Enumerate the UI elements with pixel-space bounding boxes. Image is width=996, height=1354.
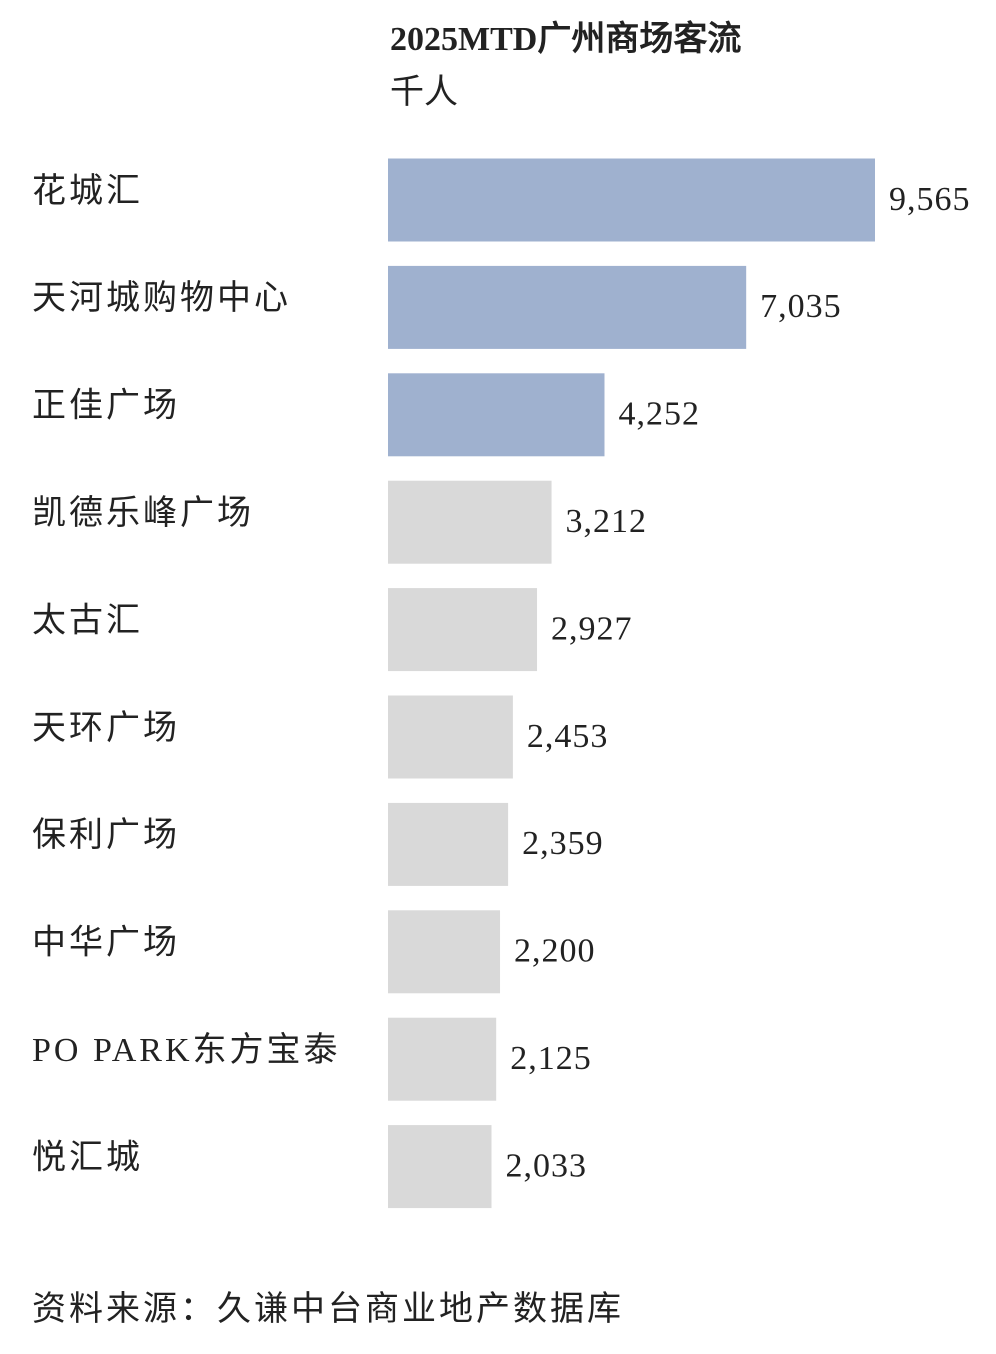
category-label: 保利广场 (32, 816, 180, 854)
value-label: 9,565 (889, 181, 971, 218)
bar (388, 265, 747, 349)
bar (388, 158, 875, 242)
source-note: 资料来源：久谦中台商业地产数据库 (32, 1290, 624, 1328)
category-label: 凯德乐峰广场 (32, 494, 254, 532)
bar (388, 373, 605, 457)
category-label: 悦汇城 (32, 1138, 143, 1176)
bar (388, 802, 509, 886)
category-label: 中华广场 (32, 924, 180, 962)
bar (388, 1125, 492, 1209)
category-label: 天环广场 (32, 709, 180, 747)
value-label: 4,252 (618, 396, 700, 433)
bar (388, 1017, 497, 1101)
bar (388, 480, 552, 564)
category-label: 太古汇 (32, 601, 143, 639)
bar (388, 588, 538, 672)
value-label: 2,033 (506, 1147, 588, 1184)
value-label: 2,927 (551, 610, 633, 647)
value-label: 7,035 (760, 288, 842, 325)
value-label: 3,212 (566, 503, 648, 540)
bar (388, 695, 513, 779)
value-label: 2,453 (527, 718, 609, 755)
value-label: 2,125 (510, 1040, 592, 1077)
category-label: 花城汇 (32, 172, 143, 210)
category-label: 正佳广场 (32, 387, 180, 425)
category-label: 天河城购物中心 (32, 279, 291, 317)
category-label: PO PARK东方宝泰 (32, 1031, 341, 1069)
chart-title: 2025MTD广州商场客流 (390, 19, 741, 58)
value-label: 2,359 (522, 825, 604, 862)
bar (388, 910, 501, 994)
chart-subtitle: 千人 (390, 74, 458, 111)
value-label: 2,200 (514, 933, 596, 970)
